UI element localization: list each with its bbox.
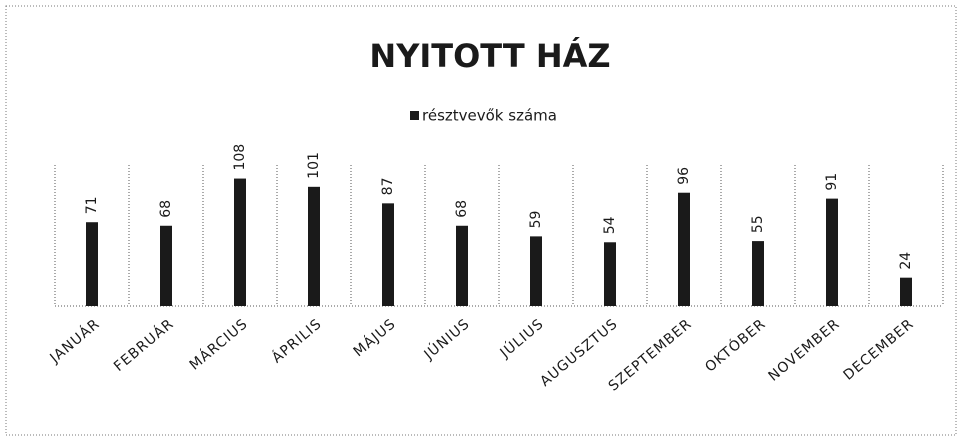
x-tick-label: MÁRCIUS [186,315,251,373]
bar [826,198,838,306]
x-tick-label: ÁPRILIS [268,315,325,366]
data-label: 108 [232,144,248,171]
data-label: 54 [602,216,618,234]
data-label: 59 [528,211,544,229]
legend-swatch [410,111,419,120]
x-tick-label: JÚLIUS [495,314,547,362]
bar [456,225,468,306]
bar [530,236,542,306]
x-tick-label: MÁJUS [350,315,399,360]
x-tick-label: OKTÓBER [701,314,769,375]
bar [86,222,98,306]
bar [234,178,246,306]
data-label: 68 [158,200,174,218]
bar [678,192,690,306]
data-label: 91 [824,173,840,191]
bar [604,242,616,306]
data-label: 71 [84,196,100,214]
chart-title: NYITOTT HÁZ [369,37,610,75]
data-label: 55 [750,215,766,233]
legend-label: résztvevők száma [422,107,557,125]
bar [752,241,764,306]
x-tick-label: NOVEMBER [765,316,843,385]
data-label: 87 [380,178,396,196]
data-label: 101 [306,152,322,179]
x-tick-label: FEBRUÁR [110,315,177,375]
bar [382,203,394,306]
x-tick-label: JANUÁR [46,315,103,367]
bar [308,186,320,306]
chart-border [5,5,957,436]
data-label: 96 [676,167,692,185]
data-label: 24 [898,252,914,270]
x-tick-label: JÚNIUS [419,314,473,363]
x-tick-label: DECEMBER [841,316,918,384]
data-label: 68 [454,200,470,218]
bar [900,277,912,306]
bar [160,225,172,306]
